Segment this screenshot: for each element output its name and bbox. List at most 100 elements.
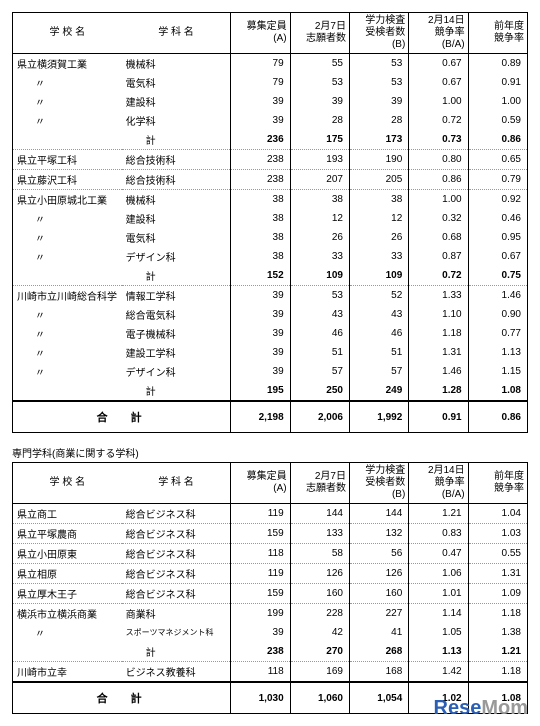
cell-value: 0.89 [468,54,527,74]
cell-value: 1,054 [349,682,408,714]
cell-value: 1.03 [468,524,527,544]
cell-value: 126 [349,564,408,584]
cell-value: 1.31 [468,564,527,584]
cell-value: 28 [349,111,408,130]
cell-value: 1.46 [409,362,468,381]
cell-dept: 機械科 [122,190,231,210]
cell-value: 1.15 [468,362,527,381]
cell-school: 県立平塚工科 [13,150,122,170]
cell-value: 1.18 [468,662,527,683]
cell-value: 41 [349,623,408,642]
cell-value: 38 [231,247,290,266]
column-header: 学力検査受検者数(B) [349,463,408,504]
table-row: 〃電気科7953530.670.91 [13,73,528,92]
cell-value: 0.91 [409,401,468,433]
column-header: 学 科 名 [122,463,231,504]
cell-dept: 総合ビジネス科 [122,584,231,604]
cell-value: 1,992 [349,401,408,433]
cell-value: 0.80 [409,150,468,170]
cell-dept: 建設科 [122,209,231,228]
cell-value: 1.00 [409,92,468,111]
cell-dept: ビジネス教養科 [122,662,231,683]
cell-value: 0.86 [468,130,527,150]
cell-dept: 計 [122,642,231,662]
cell-dept: 総合技術科 [122,170,231,190]
cell-value: 1.14 [409,604,468,624]
column-header: 前年度競争率 [468,13,527,54]
cell-value: 0.55 [468,544,527,564]
cell-value: 207 [290,170,349,190]
cell-value: 119 [231,504,290,524]
cell-value: 0.59 [468,111,527,130]
cell-value: 39 [231,362,290,381]
column-header: 学力検査受検者数(B) [349,13,408,54]
cell-value: 1.13 [409,642,468,662]
cell-dept: 建設科 [122,92,231,111]
cell-value: 38 [231,209,290,228]
cell-value: 2,006 [290,401,349,433]
cell-school: 川崎市立川崎総合科学 [13,286,122,306]
cell-value: 57 [290,362,349,381]
cell-value: 33 [290,247,349,266]
cell-value: 118 [231,662,290,683]
cell-value: 58 [290,544,349,564]
cell-school: 川崎市立幸 [13,662,122,683]
column-header: 学 科 名 [122,13,231,54]
table-row: 県立相原総合ビジネス科1191261261.061.31 [13,564,528,584]
cell-value: 1.31 [409,343,468,362]
cell-value: 53 [290,73,349,92]
cell-dept: 化学科 [122,111,231,130]
table-row: 〃化学科3928280.720.59 [13,111,528,130]
cell-value: 0.67 [409,54,468,74]
cell-value: 55 [290,54,349,74]
cell-value: 38 [231,190,290,210]
cell-value: 1.38 [468,623,527,642]
cell-dept: 電気科 [122,73,231,92]
cell-value: 236 [231,130,290,150]
cell-value: 0.87 [409,247,468,266]
cell-dept: 情報工学科 [122,286,231,306]
cell-value: 228 [290,604,349,624]
cell-school: 県立小田原東 [13,544,122,564]
cell-value: 250 [290,381,349,401]
cell-value: 38 [349,190,408,210]
cell-school: 県立横須賀工業 [13,54,122,74]
cell-value: 12 [290,209,349,228]
cell-value: 1.28 [409,381,468,401]
column-header: 2月14日競争率(B/A) [409,13,468,54]
column-header: 学 校 名 [13,13,122,54]
cell-value: 1.46 [468,286,527,306]
cell-value: 249 [349,381,408,401]
cell-dept: デザイン科 [122,362,231,381]
cell-value: 109 [290,266,349,286]
table-row: 県立小田原城北工業機械科3838381.000.92 [13,190,528,210]
cell-value: 1.06 [409,564,468,584]
cell-value: 169 [290,662,349,683]
caption-commerce: 専門学科(商業に関する学科) [12,445,528,460]
table-row: 横浜市立横浜商業商業科1992282271.141.18 [13,604,528,624]
cell-value: 0.83 [409,524,468,544]
cell-value: 144 [349,504,408,524]
cell-value: 39 [349,92,408,111]
table-row: 県立商工総合ビジネス科1191441441.211.04 [13,504,528,524]
cell-value: 39 [290,92,349,111]
cell-value: 1.00 [409,190,468,210]
cell-value: 1.00 [468,92,527,111]
cell-value: 39 [231,305,290,324]
table-row: 〃電気科3826260.680.95 [13,228,528,247]
cell-value: 12 [349,209,408,228]
column-header: 募集定員(A) [231,463,290,504]
cell-value: 56 [349,544,408,564]
cell-value: 159 [231,524,290,544]
cell-value: 227 [349,604,408,624]
cell-value: 0.65 [468,150,527,170]
table-row: 県立小田原東総合ビジネス科11858560.470.55 [13,544,528,564]
cell-value: 0.47 [409,544,468,564]
cell-value: 38 [290,190,349,210]
cell-value: 0.75 [468,266,527,286]
cell-school: 〃 [13,92,122,111]
cell-school: 県立厚木王子 [13,584,122,604]
cell-value: 1.08 [468,381,527,401]
cell-value: 38 [231,228,290,247]
cell-value: 0.91 [468,73,527,92]
